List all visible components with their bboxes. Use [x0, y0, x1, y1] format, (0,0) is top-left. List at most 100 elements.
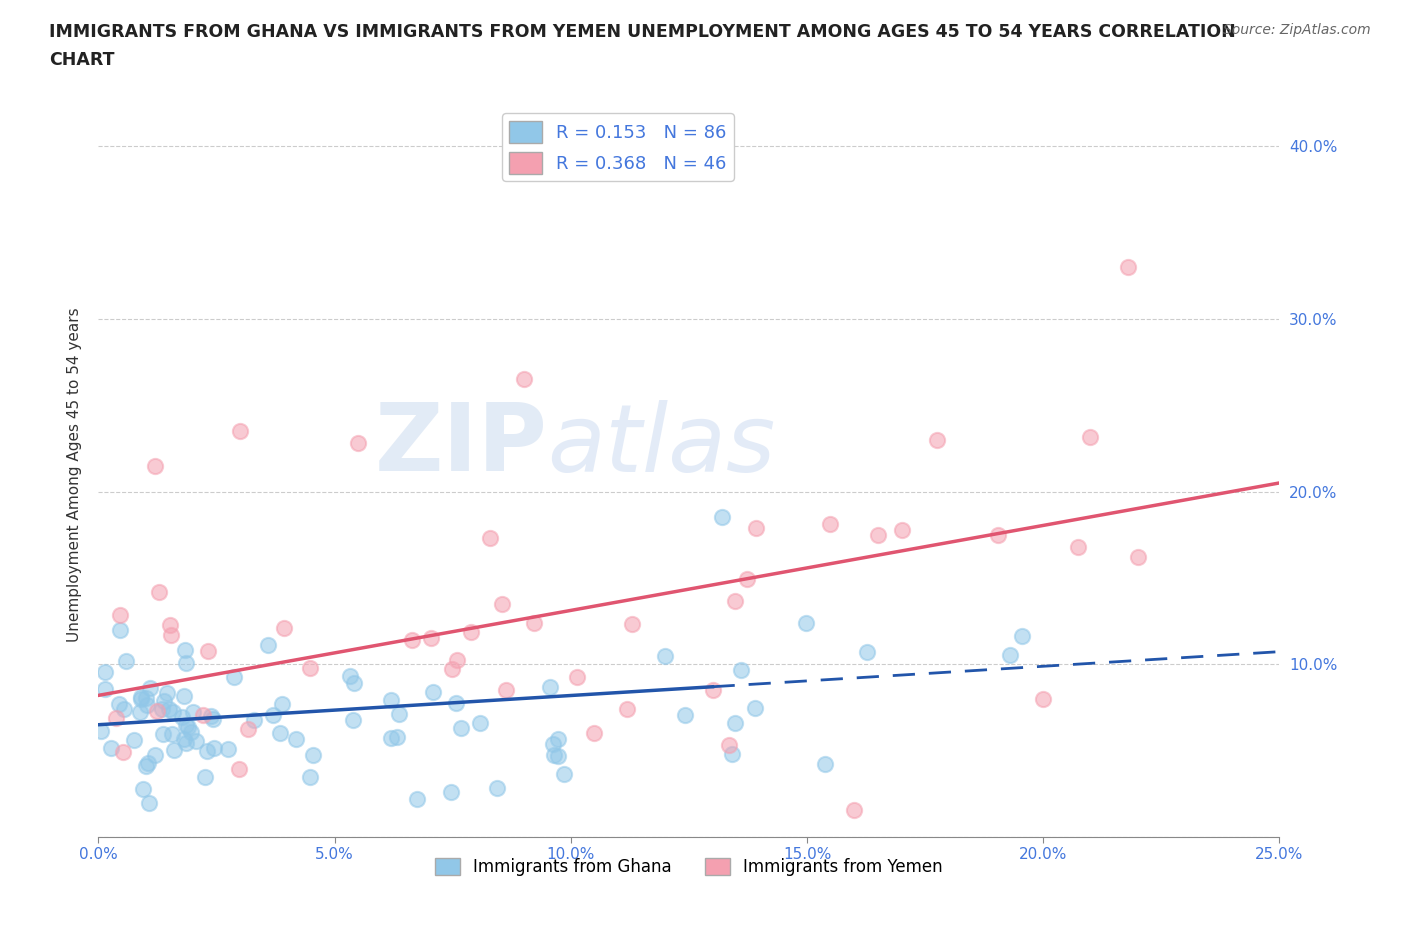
Point: [136, 756, 159, 771]
Point: [1116, 259, 1139, 274]
Point: [143, 748, 166, 763]
Point: [152, 726, 174, 741]
Text: Source: ZipAtlas.com: Source: ZipAtlas.com: [1223, 23, 1371, 37]
Point: [814, 756, 837, 771]
Point: [131, 781, 153, 796]
Point: [794, 616, 817, 631]
Point: [114, 654, 136, 669]
Point: [446, 653, 468, 668]
Point: [263, 708, 285, 723]
Point: [470, 716, 492, 731]
Point: [422, 685, 444, 700]
Point: [491, 596, 513, 611]
Point: [202, 740, 225, 755]
Point: [93, 664, 115, 679]
Point: [139, 681, 162, 696]
Point: [444, 696, 467, 711]
Point: [495, 682, 517, 697]
Point: [405, 791, 427, 806]
Point: [173, 732, 195, 747]
Text: IMMIGRANTS FROM GHANA VS IMMIGRANTS FROM YEMEN UNEMPLOYMENT AMONG AGES 45 TO 54 : IMMIGRANTS FROM GHANA VS IMMIGRANTS FROM…: [49, 23, 1236, 41]
Point: [380, 730, 402, 745]
Point: [145, 704, 167, 719]
Point: [90, 724, 112, 738]
Point: [298, 769, 321, 784]
Point: [100, 740, 122, 755]
Point: [512, 372, 534, 387]
Point: [565, 670, 588, 684]
Point: [124, 732, 146, 747]
Point: [157, 701, 180, 716]
Point: [820, 517, 842, 532]
Point: [380, 692, 402, 707]
Point: [160, 726, 183, 741]
Point: [128, 705, 150, 720]
Point: [724, 716, 747, 731]
Point: [543, 737, 565, 751]
Point: [547, 731, 569, 746]
Point: [183, 704, 205, 719]
Point: [1080, 430, 1102, 445]
Point: [868, 527, 890, 542]
Point: [856, 644, 879, 659]
Point: [745, 521, 768, 536]
Text: ZIP: ZIP: [374, 399, 547, 491]
Point: [735, 571, 758, 586]
Point: [163, 743, 186, 758]
Point: [460, 625, 482, 640]
Point: [184, 734, 207, 749]
Point: [156, 686, 179, 701]
Point: [744, 700, 766, 715]
Point: [620, 616, 643, 631]
Point: [583, 726, 606, 741]
Point: [173, 643, 195, 658]
Point: [419, 631, 441, 645]
Point: [173, 688, 195, 703]
Point: [478, 531, 501, 546]
Point: [343, 676, 366, 691]
Legend: Immigrants from Ghana, Immigrants from Yemen: Immigrants from Ghana, Immigrants from Y…: [429, 852, 949, 883]
Point: [890, 522, 912, 537]
Point: [105, 711, 128, 725]
Point: [718, 737, 741, 752]
Point: [180, 725, 202, 740]
Point: [654, 649, 676, 664]
Point: [148, 585, 170, 600]
Point: [440, 661, 463, 676]
Point: [538, 680, 561, 695]
Point: [724, 593, 747, 608]
Point: [135, 698, 157, 712]
Point: [987, 527, 1010, 542]
Point: [138, 795, 160, 810]
Point: [197, 644, 219, 658]
Point: [217, 742, 239, 757]
Point: [143, 458, 166, 473]
Point: [523, 616, 546, 631]
Point: [547, 749, 569, 764]
Point: [228, 762, 250, 777]
Point: [485, 780, 508, 795]
Point: [927, 432, 949, 447]
Point: [176, 656, 198, 671]
Point: [200, 709, 222, 724]
Point: [269, 725, 291, 740]
Text: atlas: atlas: [547, 400, 776, 491]
Point: [229, 424, 252, 439]
Point: [170, 710, 193, 724]
Point: [450, 721, 472, 736]
Point: [135, 759, 157, 774]
Point: [401, 632, 423, 647]
Point: [160, 628, 183, 643]
Point: [270, 697, 292, 711]
Point: [844, 803, 866, 817]
Point: [242, 713, 264, 728]
Point: [176, 717, 198, 732]
Point: [721, 747, 744, 762]
Point: [711, 510, 734, 525]
Point: [385, 730, 408, 745]
Point: [201, 712, 224, 727]
Point: [159, 618, 181, 632]
Point: [440, 784, 463, 799]
Point: [1126, 550, 1149, 565]
Point: [222, 670, 245, 684]
